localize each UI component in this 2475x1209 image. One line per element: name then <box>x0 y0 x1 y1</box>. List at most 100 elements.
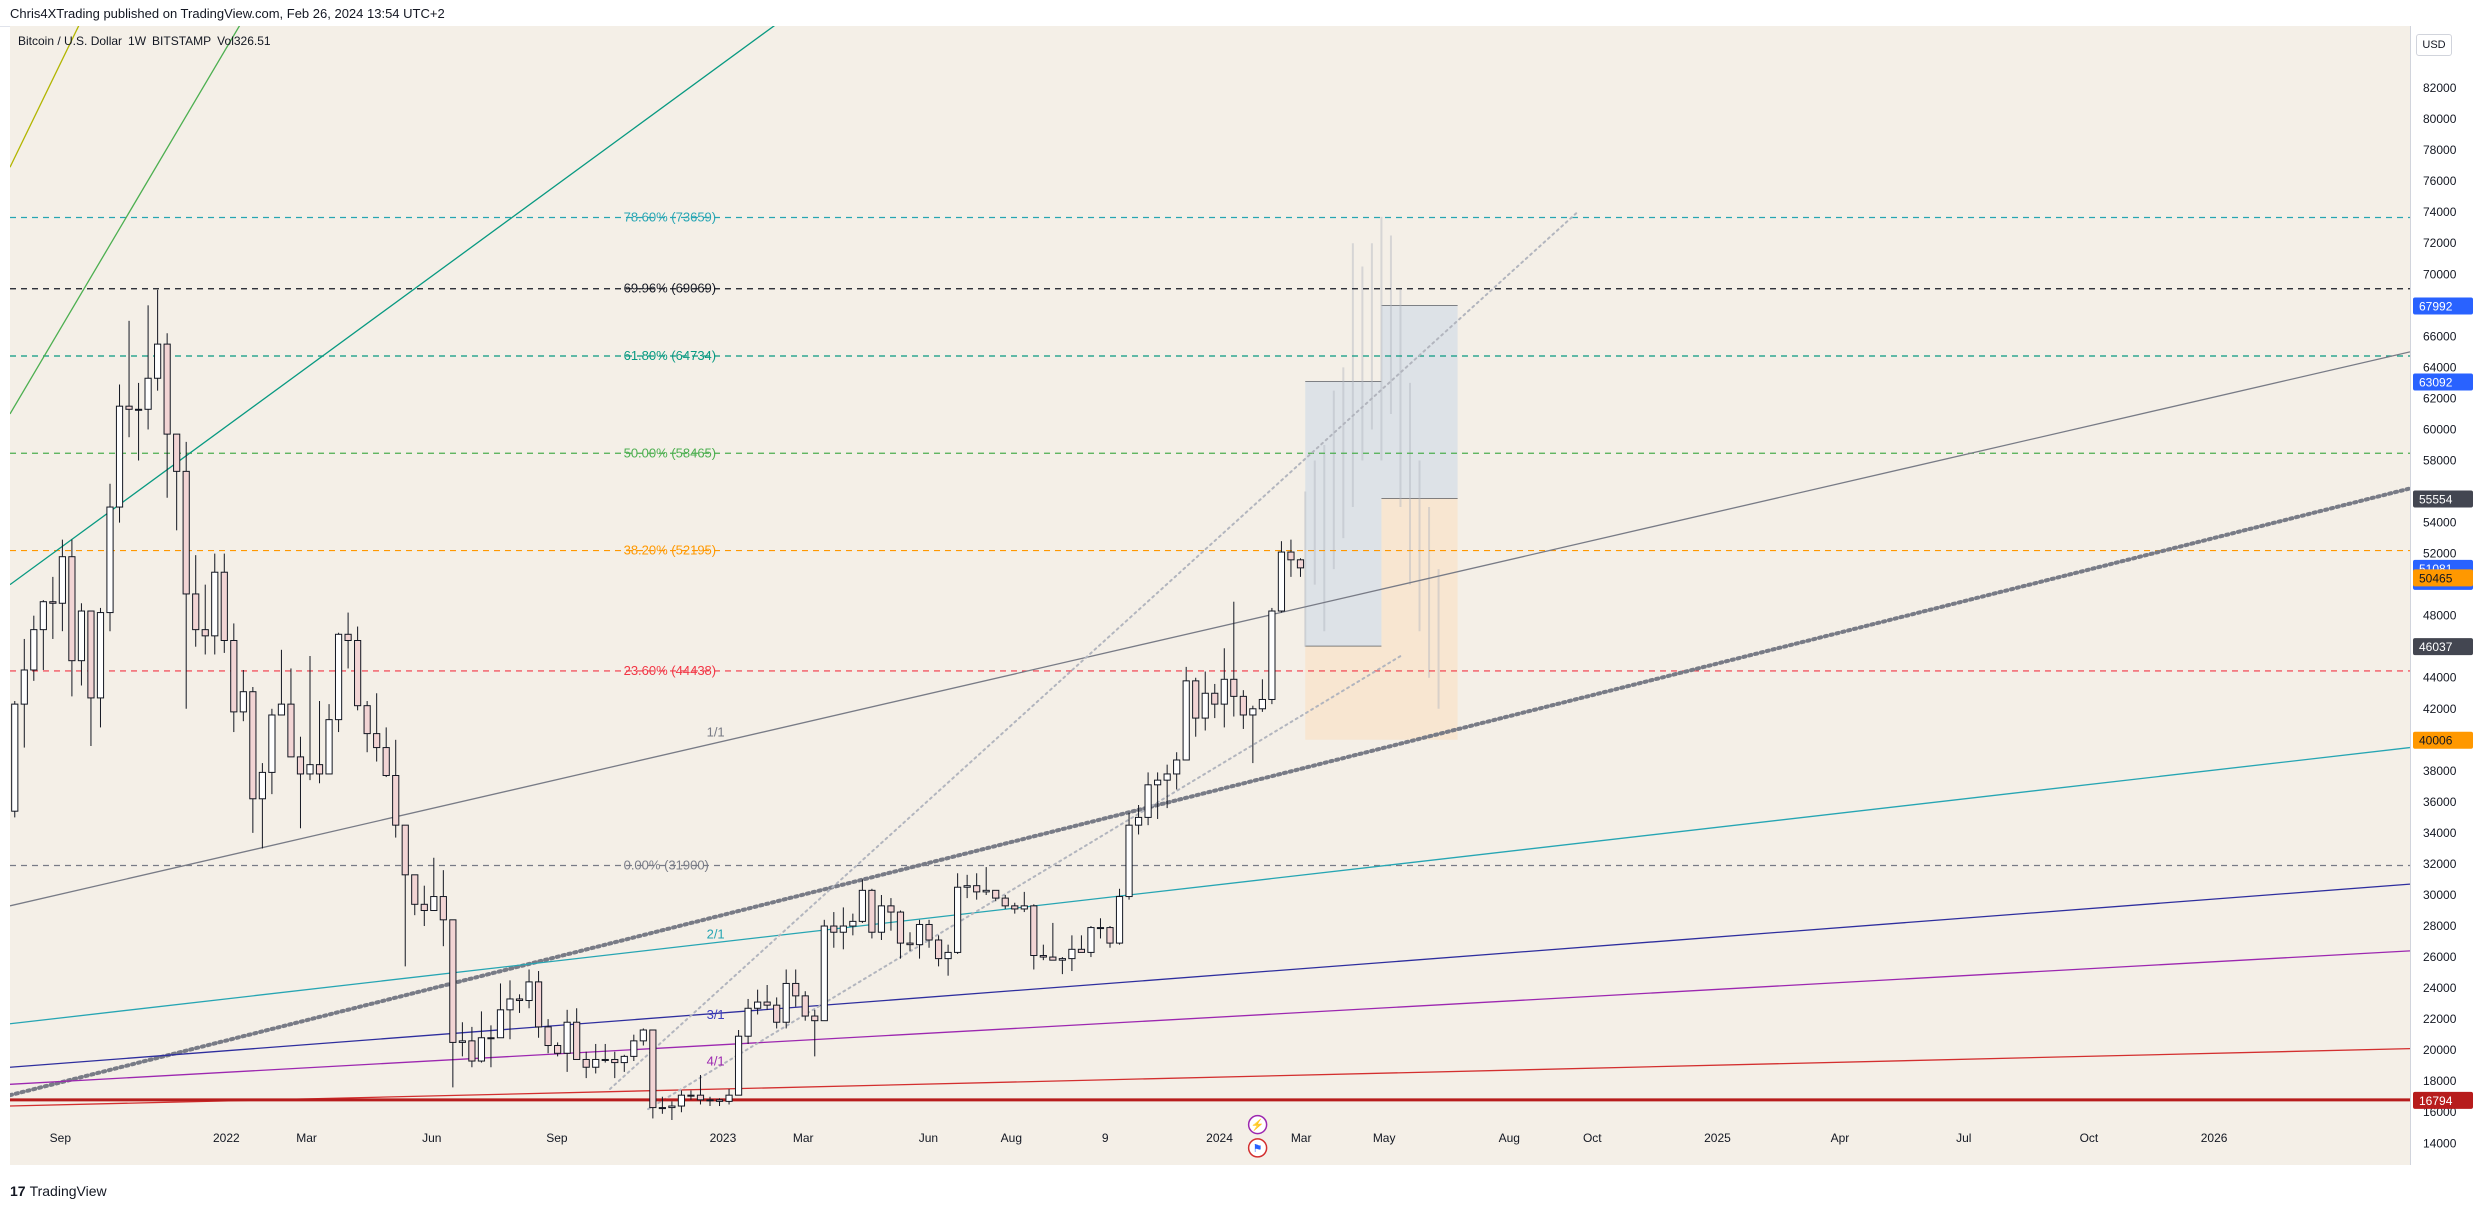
candle-body <box>230 640 238 713</box>
candle-body <box>677 1094 686 1107</box>
candle-body <box>258 771 266 800</box>
trendline <box>9 0 256 415</box>
candle-body <box>544 1026 552 1047</box>
candle-body <box>201 629 209 637</box>
candle-body <box>554 1045 562 1054</box>
candle-body <box>144 377 152 410</box>
flash-icon <box>1247 1114 1268 1135</box>
flag-icon <box>1247 1138 1268 1158</box>
candle-body <box>96 612 105 699</box>
symbol-exchange: BITSTAMP <box>152 34 212 48</box>
candle-body <box>430 896 438 912</box>
candle-body <box>868 889 876 933</box>
time-tick-label: May <box>1373 1131 1396 1145</box>
candle-body <box>1249 708 1257 716</box>
price-tag-value: 63092 <box>2419 375 2453 389</box>
tradingview-logo[interactable]: 17 TradingView <box>10 1183 107 1199</box>
time-axis[interactable]: Sep 2022 Mar Jun Sep 2023 Mar Jun Aug 9 2024 Mar May… <box>10 1130 2410 1165</box>
candle-body <box>573 1021 581 1060</box>
projection-box <box>1305 381 1382 647</box>
projection-box <box>1381 305 1458 499</box>
price-tag-value: 55554 <box>2419 492 2453 506</box>
time-tick-label: 2024 <box>1206 1131 1233 1145</box>
projection-box <box>1305 646 1382 740</box>
time-tick-label: Mar <box>793 1131 814 1145</box>
price-tick-label: 76000 <box>2423 174 2457 188</box>
logo-text: TradingView <box>29 1183 107 1199</box>
candle-body <box>611 1058 619 1064</box>
time-tick-label: Aug <box>1001 1131 1022 1145</box>
candle-body <box>1134 816 1143 826</box>
candle-body <box>220 571 228 642</box>
candle-body <box>639 1029 647 1042</box>
candle-body <box>601 1058 609 1061</box>
footer: 17 TradingView <box>0 1165 2475 1209</box>
price-tick-label: 28000 <box>2423 919 2457 933</box>
candle-body <box>344 633 352 642</box>
candle-body <box>125 405 133 410</box>
candle-body <box>192 593 200 631</box>
candle-body <box>706 1099 714 1102</box>
candle-body <box>315 764 324 775</box>
candle-body <box>896 911 905 944</box>
candle-body <box>1058 958 1066 961</box>
candle-body <box>811 1015 819 1022</box>
currency-button[interactable]: USD <box>2416 34 2452 56</box>
price-tick-label: 54000 <box>2423 516 2457 530</box>
candle-body <box>11 703 19 812</box>
candle-body <box>696 1094 705 1101</box>
price-chart[interactable]: 78.60% (73659) 69.96% (69069) 61.80% (6473… <box>8 0 2412 1165</box>
price-tag-bg <box>2413 731 2473 749</box>
time-tick-label: Jun <box>422 1131 441 1145</box>
candle-body <box>1268 610 1276 700</box>
price-axis-svg: 1400016000180002000022000240002600028000… <box>2413 81 2473 1150</box>
candle-body <box>1087 927 1095 953</box>
price-tag-value: 16794 <box>2419 1094 2453 1108</box>
price-tag-value: 40006 <box>2419 734 2453 748</box>
candle-body <box>115 405 124 508</box>
candle-body <box>649 1029 657 1109</box>
candle-body <box>1163 773 1171 781</box>
candle-body <box>1192 680 1200 719</box>
time-tick-label: Sep <box>546 1131 568 1145</box>
candle-body <box>392 775 400 826</box>
time-axis-svg: Sep 2022 Mar Jun Sep 2023 Mar Jun Aug 9 2024 Mar May… <box>50 1131 2228 1145</box>
candle-body <box>687 1094 695 1097</box>
candle-body <box>277 703 286 716</box>
chart-plot-area[interactable]: 78.60% (73659) 69.96% (69069) 61.80% (6473… <box>8 0 2412 1165</box>
price-axis[interactable]: 14000 16000 18000 20000 22000 24000 26000 28000… <box>2410 26 2475 1165</box>
price-tick-label: 72000 <box>2423 236 2457 250</box>
candle-body <box>839 925 847 933</box>
candle-body <box>306 764 314 775</box>
candle-body <box>1020 905 1028 910</box>
candle-body <box>525 981 533 1002</box>
candle-body <box>287 703 295 758</box>
candle-body <box>1039 955 1047 958</box>
price-tick-label: 18000 <box>2423 1074 2457 1088</box>
candle-body <box>849 920 857 927</box>
symbol-legend[interactable]: Bitcoin / U.S. Dollar 1W BITSTAMP Vol326.51 <box>18 34 277 48</box>
candle-body <box>1049 956 1057 961</box>
candle-body <box>173 433 181 472</box>
candle-body <box>1220 678 1228 705</box>
candle-body <box>934 939 943 960</box>
projection-box <box>1381 498 1458 740</box>
fib-level-label: 50.00% (58465) <box>624 445 717 460</box>
candle-body <box>163 343 171 435</box>
price-tick-label: 36000 <box>2423 795 2457 809</box>
candle-body <box>468 1040 476 1062</box>
candle-body <box>630 1040 638 1057</box>
candle-body <box>154 343 162 379</box>
time-tick-label: 2023 <box>710 1131 737 1145</box>
price-tick-label: 30000 <box>2423 888 2457 902</box>
candle-body <box>1011 905 1019 910</box>
candle-body <box>1258 698 1266 710</box>
price-tick-label: 60000 <box>2423 422 2457 436</box>
candle-body <box>906 942 914 946</box>
candle-body <box>1096 927 1105 930</box>
price-tick-label: 64000 <box>2423 360 2457 374</box>
trendline <box>9 0 92 168</box>
candle-body <box>1277 551 1286 612</box>
price-tag-bg <box>2413 490 2473 508</box>
candle-body <box>915 923 924 946</box>
